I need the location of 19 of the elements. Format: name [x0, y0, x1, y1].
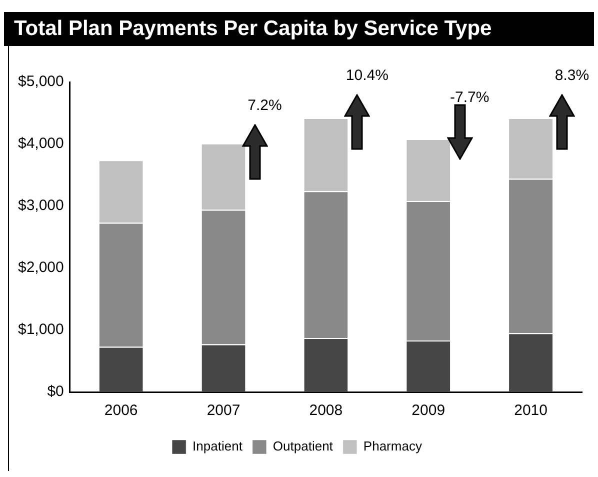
y-tick-label: $5,000 [18, 73, 64, 90]
y-tick-label: $4,000 [18, 135, 64, 152]
y-tick-label: $1,000 [18, 321, 64, 338]
annotation: -7.7% [450, 89, 490, 106]
y-tick-label: $3,000 [18, 197, 64, 214]
x-tick-label: 2008 [309, 402, 343, 420]
annotation: 7.2% [248, 97, 282, 114]
x-tick-label: 2006 [104, 402, 138, 420]
legend-label: Pharmacy [363, 438, 422, 454]
annotation: 8.3% [554, 67, 590, 84]
x-tick-label: 2009 [412, 402, 446, 420]
annotation: 10.4% [346, 67, 388, 84]
y-tick-label: $2,000 [18, 259, 64, 276]
legend-label: Outpatient [272, 438, 334, 454]
chart-title: Total Plan Payments Per Capita by Service Type [4, 12, 594, 46]
x-tick-label: 2007 [206, 402, 240, 420]
y-tick-label: $0 [47, 383, 64, 400]
x-tick-label: 2010 [514, 402, 548, 420]
legend-label: Inpatient [192, 438, 243, 454]
